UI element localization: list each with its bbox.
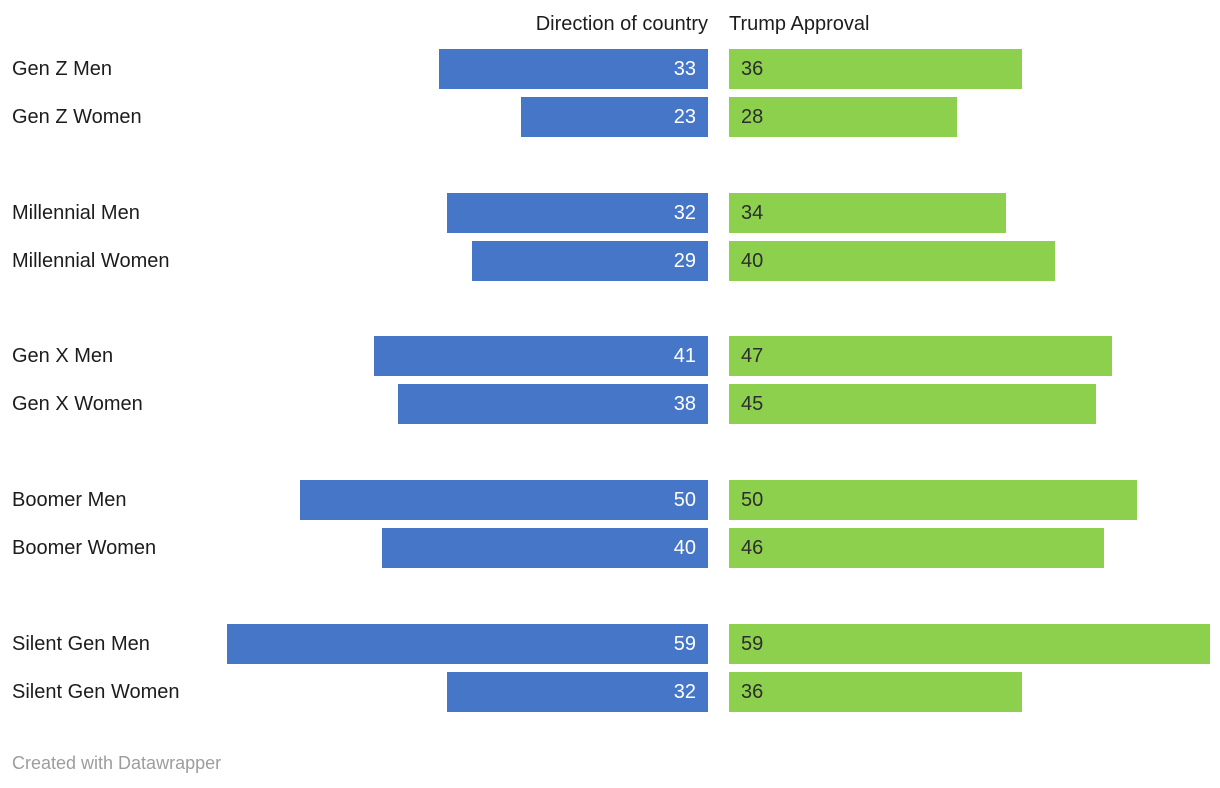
datawrapper-attribution: Created with Datawrapper <box>12 753 222 773</box>
category-label: Gen X Women <box>12 393 143 415</box>
approval-value: 47 <box>741 345 764 367</box>
direction-bar: 32 <box>447 672 708 712</box>
column-header-direction-of-country: Direction of country <box>535 13 708 35</box>
direction-bar: 50 <box>300 480 708 520</box>
direction-value: 32 <box>673 681 696 703</box>
direction-value: 32 <box>673 202 696 224</box>
approval-bar: 36 <box>729 49 1022 89</box>
category-label: Millennial Women <box>12 250 170 272</box>
approval-value: 34 <box>741 202 764 224</box>
approval-value: 36 <box>741 681 764 703</box>
direction-value: 59 <box>673 633 696 655</box>
approval-value: 50 <box>741 489 764 511</box>
category-label: Silent Gen Men <box>12 633 150 655</box>
direction-value: 41 <box>673 345 696 367</box>
approval-bar: 45 <box>729 384 1096 424</box>
direction-value: 23 <box>673 106 696 128</box>
direction-bar: 32 <box>447 193 708 233</box>
approval-bar: 47 <box>729 336 1112 376</box>
approval-bar: 34 <box>729 193 1006 233</box>
direction-bar: 38 <box>398 384 708 424</box>
direction-value: 29 <box>673 250 696 272</box>
approval-value: 59 <box>741 633 764 655</box>
direction-value: 40 <box>673 537 696 559</box>
category-label: Boomer Men <box>12 489 127 511</box>
direction-bar: 23 <box>521 97 708 137</box>
direction-bar: 41 <box>374 336 708 376</box>
approval-value: 28 <box>741 106 764 128</box>
direction-value: 38 <box>673 393 696 415</box>
category-label: Millennial Men <box>12 202 140 224</box>
approval-value: 45 <box>741 393 764 415</box>
approval-bar: 59 <box>729 624 1210 664</box>
approval-value: 46 <box>741 537 764 559</box>
direction-bar: 33 <box>439 49 708 89</box>
direction-bar: 40 <box>382 528 708 568</box>
approval-bar: 46 <box>729 528 1104 568</box>
direction-bar: 59 <box>227 624 708 664</box>
column-header-trump-approval: Trump Approval <box>729 13 870 35</box>
approval-bar: 40 <box>729 241 1055 281</box>
category-label: Boomer Women <box>12 537 157 559</box>
approval-bar: 50 <box>729 480 1137 520</box>
direction-value: 33 <box>673 58 696 80</box>
category-label: Gen Z Men <box>12 58 113 80</box>
direction-value: 50 <box>673 489 696 511</box>
approval-bar: 36 <box>729 672 1022 712</box>
approval-bar: 28 <box>729 97 957 137</box>
category-label: Silent Gen Women <box>12 681 180 703</box>
category-label: Gen X Men <box>12 345 114 367</box>
approval-value: 40 <box>741 250 764 272</box>
approval-value: 36 <box>741 58 764 80</box>
category-label: Gen Z Women <box>12 106 142 128</box>
direction-bar: 29 <box>472 241 708 281</box>
